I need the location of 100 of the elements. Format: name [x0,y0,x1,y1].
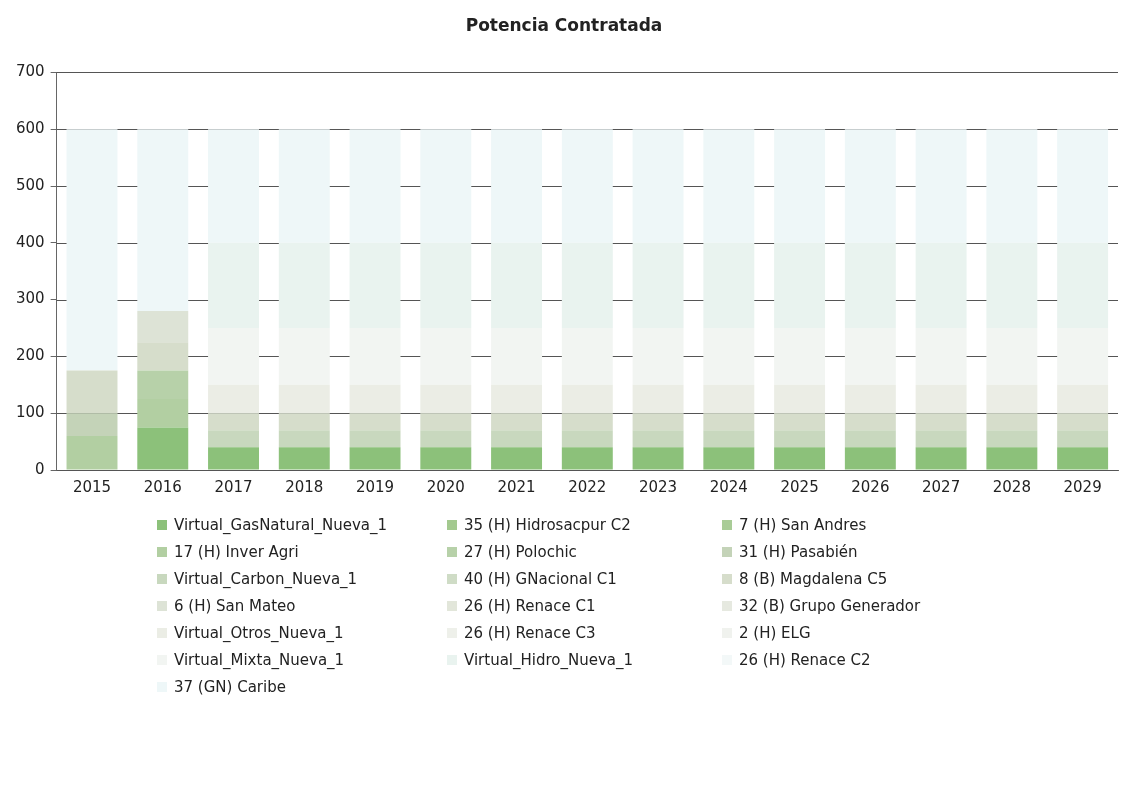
bar [774,447,826,470]
x-tick-label: 2025 [780,477,819,496]
bar [137,129,189,311]
bar [278,430,330,448]
bar [703,430,755,448]
bar [349,384,401,414]
bar [278,384,330,414]
bar [986,447,1038,470]
bar [349,430,401,448]
x-tick-label: 2015 [72,477,112,496]
x-tick-label: 2020 [426,477,465,496]
legend-label: 7 (H) San Andres [739,516,867,534]
bar [1057,447,1109,470]
bar [491,384,543,414]
bar [1057,413,1109,431]
legend-label: 40 (H) GNacional C1 [464,570,617,588]
x-tick-label: 2023 [638,477,678,496]
bar [986,384,1038,414]
y-tick-label: 700 [15,62,45,81]
bar [986,430,1038,448]
x-tick-label: 2016 [143,477,182,496]
legend-label: 27 (H) Polochic [464,543,577,561]
y-tick-label: 200 [15,346,45,365]
bar [349,447,401,470]
bar [208,430,259,448]
x-tick-label: 2022 [568,477,607,496]
bar [632,430,684,448]
legend-label: 37 (GN) Caribe [174,678,286,696]
legend-label: Virtual_GasNatural_Nueva_1 [174,516,388,534]
bar [561,430,613,448]
bar [844,384,896,414]
bar [278,447,330,470]
bar [774,413,826,431]
bar [491,413,543,431]
x-tick-label: 2026 [851,477,890,496]
bar [561,413,613,431]
bar [420,413,472,431]
legend-label: 26 (H) Renace C2 [739,651,871,669]
y-tick-label: 300 [15,289,45,308]
legend-label: 6 (H) San Mateo [174,597,296,615]
y-tick-label: 600 [15,119,45,138]
y-tick-label: 100 [15,403,45,422]
bar [632,384,684,414]
bar [66,370,118,414]
bar [632,413,684,431]
bar [561,384,613,414]
x-tick-label: 2027 [922,477,961,496]
bar [349,413,401,431]
y-tick-label: 0 [35,459,45,478]
x-tick-label: 2018 [285,477,324,496]
bar [208,447,259,470]
bar [420,430,472,448]
legend-label: 17 (H) Inver Agri [174,543,299,561]
legend-label: Virtual_Hidro_Nueva_1 [464,651,634,669]
x-tick-label: 2024 [709,477,748,496]
legend-label: 26 (H) Renace C1 [464,597,596,615]
bar [491,430,543,448]
legend-label: 35 (H) Hidrosacpur C2 [464,516,631,534]
legend-label: 2 (H) ELG [739,624,811,642]
bar [986,413,1038,431]
bar [66,435,118,470]
bar [703,413,755,431]
bar [1057,384,1109,414]
x-tick-label: 2017 [214,477,253,496]
bar [137,427,189,470]
bar [844,447,896,470]
legend-label: 32 (B) Grupo Generador [739,597,921,615]
bar [844,413,896,431]
bar [208,413,259,431]
bar [632,447,684,470]
x-tick-label: 2029 [1063,477,1102,496]
bar [703,447,755,470]
legend-label: 26 (H) Renace C3 [464,624,596,642]
bar [844,430,896,448]
bar [1057,430,1109,448]
bar [420,384,472,414]
bar [561,447,613,470]
legend-label: Virtual_Otros_Nueva_1 [174,624,344,642]
legend-label: 8 (B) Magdalena C5 [739,570,888,588]
bar [420,447,472,470]
x-tick-label: 2019 [355,477,395,496]
legend-label: Virtual_Mixta_Nueva_1 [174,651,345,669]
bar [915,384,967,414]
bar [915,447,967,470]
x-tick-label: 2021 [497,477,536,496]
bar [703,384,755,414]
bar [208,384,259,414]
bar [491,447,543,470]
x-tick-label: 2028 [992,477,1031,496]
chart-title: Potencia Contratada [465,14,663,35]
bar [915,413,967,431]
bar [66,129,118,371]
bar [66,413,118,436]
y-tick-label: 400 [15,232,45,251]
bar [278,413,330,431]
bar [774,430,826,448]
y-tick-label: 500 [15,175,45,194]
bar [915,430,967,448]
legend-label: Virtual_Carbon_Nueva_1 [174,570,358,588]
bar [774,384,826,414]
